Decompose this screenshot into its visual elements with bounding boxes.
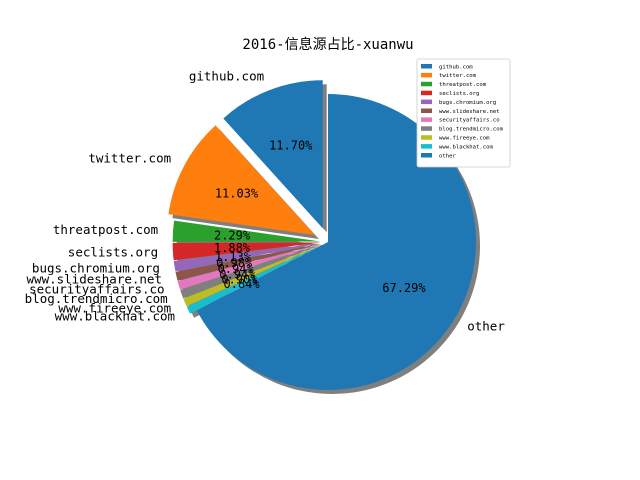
slice-label-other: other [467, 318, 505, 333]
percent-label-bugs-chromium-org: 1.13% [215, 250, 252, 264]
percent-label-github-com: 11.70% [269, 138, 313, 152]
legend-label-seclists-org: seclists.org [439, 91, 479, 97]
slice-blog-trendmicro-com [180, 244, 322, 299]
legend-label-www-fireeye-com: www.fireeye.com [439, 136, 490, 142]
legend-label-twitter-com: twitter.com [439, 73, 477, 79]
slice-label-securityaffairs-co: securityaffairs.co [29, 282, 164, 297]
legend-items: github.com twitter.com threatpost.com secli… [421, 64, 504, 159]
slice-twitter-com [168, 125, 315, 236]
slice-labels: github.com twitter.com threatpost.com secli… [25, 68, 506, 333]
percent-label-securityaffairs-co: 0.94% [218, 262, 255, 276]
slice-label-seclists-org: seclists.org [68, 244, 158, 259]
percent-label-www-slideshare-net: 0.98% [216, 256, 253, 270]
percent-label-blog-trendmicro-com: 0.94% [219, 267, 256, 281]
slice-label-twitter-com: twitter.com [88, 151, 171, 166]
legend-label-www-blackhat-com: www.blackhat.com [439, 144, 494, 150]
percent-label-www-fireeye-com: 0.90% [221, 272, 258, 286]
slice-www-fireeye-com [183, 244, 322, 307]
legend-swatch-twitter-com [421, 72, 432, 78]
slice-bugs-chromium-org [173, 243, 321, 272]
legend-swatch-other [421, 153, 432, 158]
percent-label-other: 67.29% [382, 281, 426, 295]
legend-label-blog-trendmicro-com: blog.trendmicro.com [439, 127, 504, 133]
slice-www-slideshare-net [175, 243, 321, 281]
legend-swatch-www-slideshare-net [421, 108, 432, 113]
legend-label-www-slideshare-net: www.slideshare.net [439, 109, 500, 115]
legend-frame [416, 58, 511, 168]
slice-label-threatpost-com: threatpost.com [53, 222, 158, 237]
legend-swatch-blog-trendmicro-com [421, 126, 432, 131]
slice-github-com [223, 80, 323, 229]
percent-label-twitter-com: 11.03% [215, 186, 259, 200]
slice-seclists-org [172, 242, 321, 261]
pie-slices [168, 80, 476, 391]
legend-label-bugs-chromium-org: bugs.chromium.org [439, 100, 496, 106]
legend-swatch-threatpost-com [421, 81, 432, 87]
legend-label-other: other [439, 153, 456, 159]
percent-label-www-blackhat-com: 0.84% [224, 277, 261, 291]
legend-label-threatpost-com: threatpost.com [439, 82, 487, 88]
legend-swatch-www-fireeye-com [421, 135, 432, 140]
slice-label-bugs-chromium-org: bugs.chromium.org [32, 260, 160, 275]
slice-label-blog-trendmicro-com: blog.trendmicro.com [25, 291, 168, 306]
chart-title: 2016-信息源占比-xuanwu [242, 36, 413, 53]
slice-threatpost-com [172, 220, 321, 242]
legend-swatch-bugs-chromium-org [421, 99, 432, 105]
slice-securityaffairs-co [177, 244, 321, 290]
legend-swatch-securityaffairs-co [421, 117, 432, 122]
legend-label-github-com: github.com [439, 64, 473, 70]
percent-label-threatpost-com: 2.29% [214, 228, 251, 242]
legend: github.com twitter.com threatpost.com secli… [416, 58, 511, 168]
percent-label-seclists-org: 1.88% [214, 241, 251, 255]
slice-other [196, 94, 476, 391]
slice-label-github-com: github.com [189, 68, 264, 83]
slice-label-www-slideshare-net: www.slideshare.net [27, 272, 162, 287]
slice-www-blackhat-com [186, 245, 322, 314]
legend-label-securityaffairs-co: securityaffairs.co [439, 118, 500, 124]
slice-label-www-blackhat-com: www.blackhat.com [55, 309, 175, 324]
legend-swatch-seclists-org [421, 90, 432, 96]
legend-swatch-www-blackhat-com [421, 144, 432, 149]
slice-label-www-fireeye-com: www.fireeye.com [58, 300, 171, 315]
percent-labels: 11.70% 11.03% 2.29%1.88%1.13%0.98%0.94%0.9… [214, 138, 426, 295]
legend-swatch-github-com [421, 64, 432, 69]
